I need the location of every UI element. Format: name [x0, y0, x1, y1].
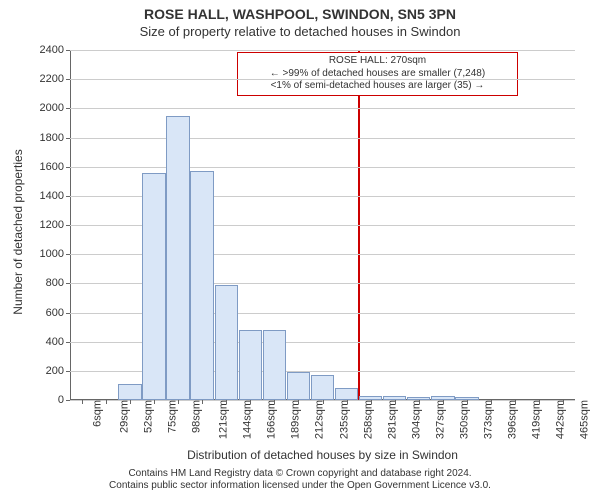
xtick-mark: [371, 400, 372, 404]
histogram-bar: [263, 330, 287, 400]
ytick-label: 600: [14, 307, 70, 319]
xtick-mark: [178, 400, 179, 404]
ytick-mark: [66, 283, 70, 284]
xtick-label: 304sqm: [406, 400, 422, 439]
xtick-mark: [274, 400, 275, 404]
histogram-bar: [287, 372, 311, 400]
ytick-label: 1000: [14, 248, 70, 260]
xtick-label: 98sqm: [187, 400, 203, 433]
xtick-label: 212sqm: [310, 400, 326, 439]
annotation-box: ROSE HALL: 270sqm ← >99% of detached hou…: [237, 52, 519, 96]
histogram-bar: [118, 384, 142, 400]
xtick-mark: [323, 400, 324, 404]
chart-title-sub: Size of property relative to detached ho…: [0, 22, 600, 39]
xtick-label: 6sqm: [87, 400, 103, 427]
ytick-label: 2200: [14, 73, 70, 85]
property-size-chart: ROSE HALL, WASHPOOL, SWINDON, SN5 3PN Si…: [0, 0, 600, 500]
ytick-mark: [66, 400, 70, 401]
xtick-mark: [202, 400, 203, 404]
ytick-mark: [66, 79, 70, 80]
ytick-mark: [66, 225, 70, 226]
annotation-line-2: ← >99% of detached houses are smaller (7…: [244, 68, 512, 81]
xtick-mark: [563, 400, 564, 404]
ytick-label: 200: [14, 365, 70, 377]
xtick-mark: [539, 400, 540, 404]
xtick-mark: [467, 400, 468, 404]
xtick-label: 465sqm: [575, 400, 591, 439]
annotation-line-1: ROSE HALL: 270sqm: [244, 55, 512, 68]
xtick-label: 235sqm: [334, 400, 350, 439]
xtick-label: 396sqm: [502, 400, 518, 439]
xtick-mark: [395, 400, 396, 404]
xtick-label: 189sqm: [286, 400, 302, 439]
xtick-mark: [106, 400, 107, 404]
xtick-label: 144sqm: [238, 400, 254, 439]
xtick-label: 327sqm: [430, 400, 446, 439]
gridline: [70, 138, 575, 139]
xtick-mark: [419, 400, 420, 404]
xtick-mark: [130, 400, 131, 404]
y-axis-label: Number of detached properties: [11, 149, 25, 314]
xtick-mark: [443, 400, 444, 404]
xtick-label: 419sqm: [526, 400, 542, 439]
xtick-mark: [347, 400, 348, 404]
footer-line-2: Contains public sector information licen…: [0, 480, 600, 492]
chart-title-main: ROSE HALL, WASHPOOL, SWINDON, SN5 3PN: [0, 0, 600, 22]
footer-line-1: Contains HM Land Registry data © Crown c…: [0, 468, 600, 480]
ytick-label: 1400: [14, 190, 70, 202]
gridline: [70, 108, 575, 109]
gridline: [70, 79, 575, 80]
annotation-line-3: <1% of semi-detached houses are larger (…: [244, 80, 512, 93]
ytick-mark: [66, 371, 70, 372]
xtick-mark: [515, 400, 516, 404]
ytick-mark: [66, 313, 70, 314]
x-axis-label: Distribution of detached houses by size …: [70, 448, 575, 462]
histogram-bar: [215, 285, 239, 400]
ytick-label: 1200: [14, 219, 70, 231]
xtick-mark: [82, 400, 83, 404]
plot-area: ROSE HALL: 270sqm ← >99% of detached hou…: [70, 50, 575, 400]
histogram-bar: [311, 375, 335, 400]
ytick-mark: [66, 50, 70, 51]
histogram-bar: [239, 330, 263, 400]
ytick-mark: [66, 108, 70, 109]
ytick-label: 2000: [14, 102, 70, 114]
ytick-mark: [66, 342, 70, 343]
xtick-mark: [491, 400, 492, 404]
ytick-label: 0: [14, 394, 70, 406]
ytick-label: 2400: [14, 44, 70, 56]
xtick-label: 281sqm: [382, 400, 398, 439]
gridline: [70, 50, 575, 51]
ytick-label: 1800: [14, 132, 70, 144]
gridline: [70, 167, 575, 168]
histogram-bar: [335, 388, 359, 400]
xtick-mark: [154, 400, 155, 404]
xtick-label: 29sqm: [115, 400, 131, 433]
histogram-bar: [142, 173, 166, 401]
xtick-label: 373sqm: [478, 400, 494, 439]
histogram-bar: [166, 116, 190, 400]
ytick-mark: [66, 167, 70, 168]
xtick-label: 121sqm: [214, 400, 230, 439]
ytick-mark: [66, 196, 70, 197]
xtick-mark: [298, 400, 299, 404]
ytick-label: 400: [14, 336, 70, 348]
xtick-label: 166sqm: [262, 400, 278, 439]
chart-footer: Contains HM Land Registry data © Crown c…: [0, 468, 600, 492]
xtick-label: 75sqm: [163, 400, 179, 433]
ytick-mark: [66, 254, 70, 255]
xtick-label: 350sqm: [454, 400, 470, 439]
xtick-label: 258sqm: [358, 400, 374, 439]
histogram-bar: [190, 171, 214, 400]
ytick-mark: [66, 138, 70, 139]
ytick-label: 1600: [14, 161, 70, 173]
ytick-label: 800: [14, 277, 70, 289]
xtick-mark: [250, 400, 251, 404]
xtick-label: 52sqm: [139, 400, 155, 433]
xtick-label: 442sqm: [550, 400, 566, 439]
xtick-mark: [226, 400, 227, 404]
